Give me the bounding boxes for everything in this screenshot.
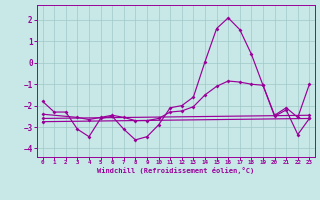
X-axis label: Windchill (Refroidissement éolien,°C): Windchill (Refroidissement éolien,°C) [97,167,255,174]
